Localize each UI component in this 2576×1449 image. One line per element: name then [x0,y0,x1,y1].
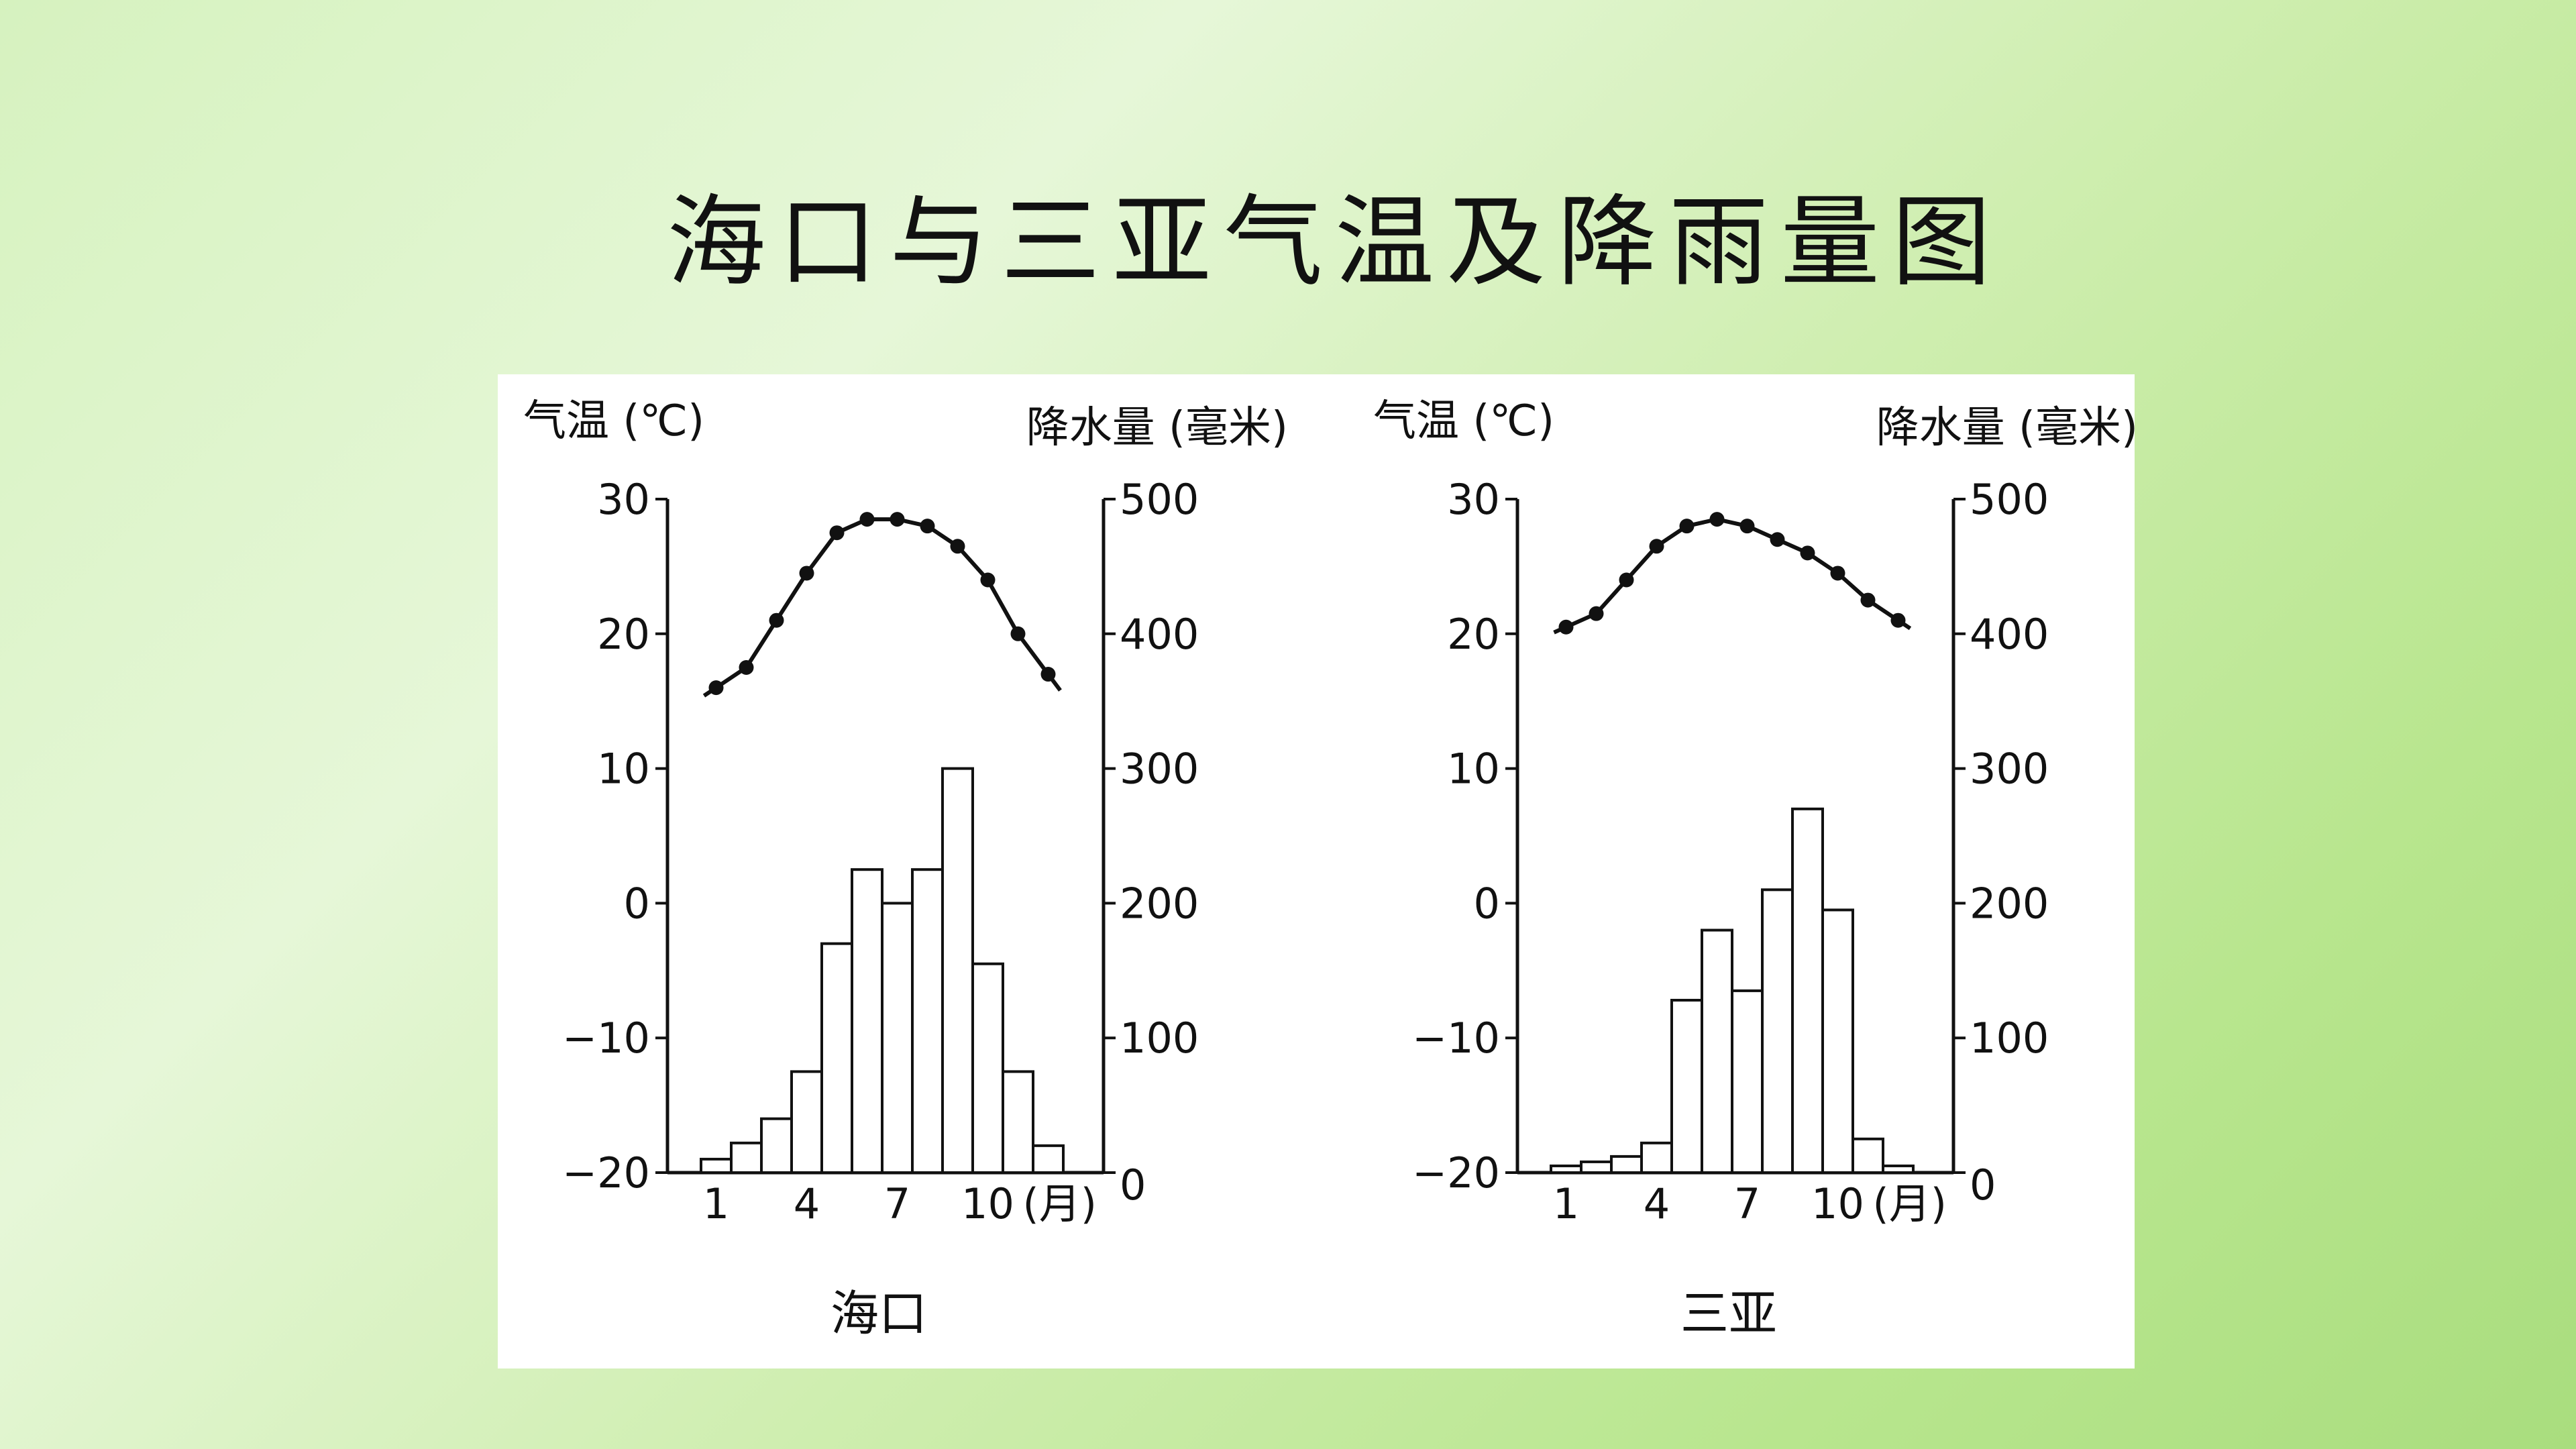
chart2-precip-axis-label: 降水量 (毫米) [1876,403,2135,453]
chart1-month-tick-label: 4 [794,1179,820,1228]
chart2-precip-tick-label: 200 [1970,879,2049,928]
chart2-temp-tick-label: 20 [1447,610,1500,659]
chart1-precip-tick-label: 0 [1120,1161,1146,1210]
chart1-precip-bar [941,767,974,1174]
chart2-temp-tick-label: 10 [1447,745,1500,794]
chart2-precip-tick-label: 0 [1970,1161,1996,1210]
chart1-precip-bar [911,868,944,1174]
chart1-precip-bar [1002,1070,1034,1175]
chart2-month-tick-label: 1 [1553,1179,1579,1228]
chart2-precip-tick-label: 100 [1970,1014,2049,1063]
chart2-precip-bar [1882,1164,1915,1174]
chart1-month-tick-label: 1 [703,1179,729,1228]
chart1-temp-tick-label: −10 [562,1014,650,1063]
chart2-temperature-point [1679,519,1695,534]
chart2-temperature-point [1649,539,1664,554]
chart1-month-tick-label: 7 [884,1179,910,1228]
chart2-temperature-point [1619,572,1634,588]
chart2-precip-bar [1851,1137,1884,1175]
chart2-temperature-point [1800,545,1815,561]
chart1-temperature-point [799,566,814,581]
chart2-precip-bar [1791,807,1824,1174]
chart1-station-name: 海口 [830,1285,927,1342]
chart1-temperature-point [859,512,875,527]
chart2-temperature-point [1558,619,1574,635]
chart1-precip-bar [700,1157,733,1175]
chart1-temperature-point [920,519,935,534]
chart1-precip-bar [881,902,914,1175]
chart1-precip-axis-label: 降水量 (毫米) [1026,403,1288,453]
chart1-temperature-line [702,517,1062,698]
chart2-temperature-point [1709,512,1725,527]
chart1-precip-tick-label: 300 [1120,745,1199,794]
chart2-temperature-point [1830,566,1845,581]
chart1-temp-tick-label: 10 [597,745,650,794]
chart1-temp-axis-label: 气温 (℃) [523,396,704,446]
chart2-month-tick-label: 7 [1734,1179,1760,1228]
chart2-precip-bar [1670,998,1703,1174]
chart1-temp-tick-label: −20 [562,1148,650,1197]
chart2-precip-bar [1580,1160,1613,1175]
chart1-precip-bar [851,868,883,1174]
chart1-temperature-point [890,512,905,527]
chart1-temperature-point [1040,667,1056,682]
chart2-temperature-point [1890,612,1906,628]
climate-charts: 气温 (℃) 降水量 (毫米)3020100−10−205004003002001… [523,396,2135,1342]
chart1-temperature-point [980,572,996,588]
chart2-month-tick-label: 4 [1644,1179,1670,1228]
chart2-precip-bar [1731,989,1764,1174]
chart1-precip-bar [730,1141,763,1174]
chart2-precip-bar [1761,888,1794,1174]
chart1-precip-tick-label: 500 [1120,475,1199,524]
chart2-precip-bar [1550,1164,1582,1174]
chart2-precip-bar [1640,1141,1673,1174]
chart2-temp-tick-label: −10 [1412,1014,1500,1063]
chart2-temp-tick-label: 30 [1447,475,1500,524]
chart2-temperature-point [1739,519,1755,534]
chart2-temp-tick-label: 0 [1474,879,1500,928]
chart2-temp-axis-label: 气温 (℃) [1373,396,1554,446]
chart2-month-unit-label: (月) [1873,1179,1947,1228]
chart2-temperature-point [1860,592,1876,608]
chart1-temperature-point [708,680,724,696]
chart1-temp-tick-label: 30 [597,475,650,524]
chart2-temperature-point [1589,606,1604,621]
chart1-precip-bar [1032,1144,1065,1174]
chart2-station-name: 三亚 [1680,1285,1777,1342]
chart1-precip-tick-label: 400 [1120,610,1199,659]
chart1-temperature-point [739,660,754,675]
chart1-temperature-point [829,525,845,541]
chart2-temperature-point [1770,532,1785,547]
chart1-precip-bar [790,1070,823,1175]
chart2-precip-tick-label: 300 [1970,745,2049,794]
slide-title: 海口与三亚气温及降雨量图 [667,184,2003,300]
chart2-precip-tick-label: 400 [1970,610,2049,659]
chart1-precip-tick-label: 100 [1120,1014,1199,1063]
chart1-temperature-point [769,612,784,628]
chart1-precip-bar [760,1117,793,1175]
chart2-month-tick-label: 10 [1811,1179,1864,1228]
chart2-temp-tick-label: −20 [1412,1148,1500,1197]
chart1-month-unit-label: (月) [1023,1179,1097,1228]
chart-panel: 气温 (℃) 降水量 (毫米) 30 20 10 0 −10 −20 500 400 300 200 1… [498,374,2135,1368]
chart2-precip-tick-label: 500 [1970,475,2049,524]
chart1-precip-bar [971,962,1004,1174]
chart1-precip-bar [820,942,853,1174]
chart2-precip-bar [1821,908,1854,1174]
chart2-precip-bar [1701,928,1733,1174]
chart2-precip-bar [1610,1155,1643,1175]
chart1-month-tick-label: 10 [961,1179,1014,1228]
chart1-temp-tick-label: 0 [624,879,650,928]
chart2-temperature-line [1553,517,1912,635]
chart1-precip-tick-label: 200 [1120,879,1199,928]
chart1-temperature-point [1010,626,1026,641]
chart1-temp-tick-label: 20 [597,610,650,659]
chart1-temperature-point [950,539,965,554]
